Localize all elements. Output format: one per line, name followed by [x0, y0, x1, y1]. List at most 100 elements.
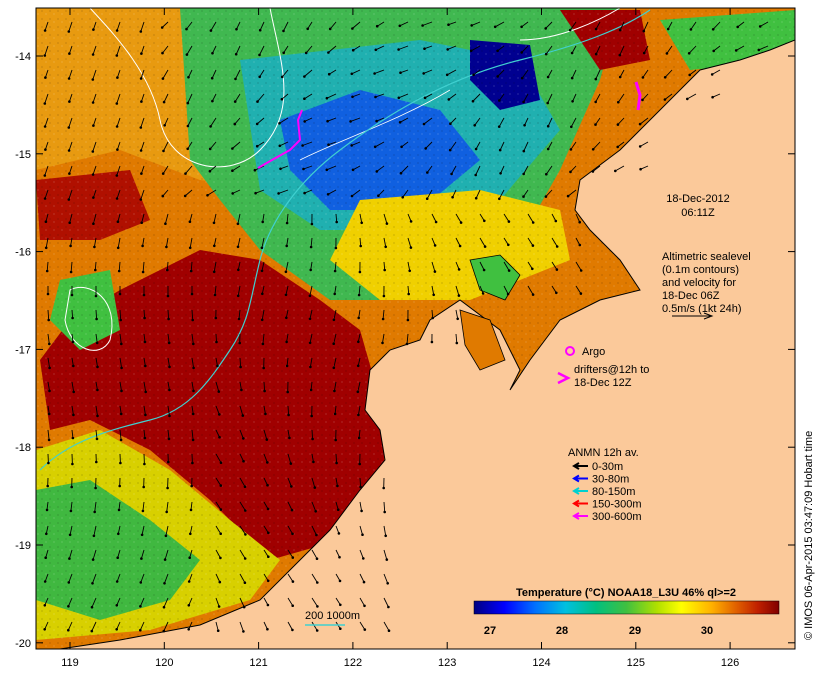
drifter-track-2 [634, 81, 642, 111]
velocity-arrow [263, 381, 266, 392]
velocity-arrow-head [90, 629, 94, 633]
velocity-arrow-head [256, 100, 259, 103]
velocity-arrow-head [450, 172, 453, 176]
velocity-arrow [497, 69, 505, 77]
velocity-arrow [592, 165, 601, 172]
lat-tick-label: -14 [15, 51, 31, 63]
velocity-arrow [479, 285, 484, 294]
velocity-arrow-head [67, 126, 71, 129]
velocity-arrow [475, 189, 481, 199]
velocity-arrow [285, 309, 289, 318]
velocity-arrow [351, 69, 361, 75]
velocity-arrow [259, 45, 265, 56]
velocity-arrow [712, 21, 721, 30]
velocity-arrow [358, 429, 361, 438]
velocity-arrow [143, 381, 147, 392]
velocity-arrow-head [555, 245, 559, 248]
velocity-arrow-head [141, 509, 145, 513]
velocity-arrow-head [546, 75, 550, 79]
velocity-arrow [92, 117, 97, 126]
velocity-arrow [213, 213, 217, 223]
velocity-arrow [431, 213, 437, 223]
velocity-arrow [210, 117, 217, 127]
velocity-arrow [167, 381, 170, 390]
velocity-arrow-head [315, 533, 318, 537]
velocity-arrow [167, 309, 170, 320]
velocity-arrow-head [69, 270, 73, 274]
drifter-icon [557, 371, 571, 385]
velocity-arrow-head [311, 437, 314, 441]
velocity-arrow-head [474, 196, 478, 200]
velocity-arrow-head [115, 604, 119, 607]
lon-tick-label: 126 [721, 657, 739, 669]
velocity-arrow-head [430, 340, 434, 344]
velocity-arrow-head [266, 483, 269, 487]
velocity-arrow-head [43, 102, 47, 105]
velocity-arrow-head [190, 484, 193, 488]
velocity-arrow [595, 93, 601, 103]
velocity-arrow-head [351, 27, 354, 30]
velocity-arrow-head [91, 101, 95, 104]
velocity-arrow [68, 165, 73, 174]
velocity-arrow [263, 429, 268, 440]
velocity-arrow [44, 21, 49, 31]
velocity-arrow [359, 237, 362, 247]
velocity-arrow-head [399, 71, 402, 74]
altimetry-line-4: 18-Dec 06Z [662, 290, 720, 302]
velocity-arrow-head [140, 172, 143, 175]
velocity-arrow [327, 189, 337, 195]
velocity-arrow [257, 93, 265, 102]
velocity-arrow [215, 549, 221, 559]
velocity-arrow-head [117, 508, 121, 512]
velocity-arrow-head [570, 125, 573, 129]
velocity-arrow [304, 93, 313, 100]
velocity-arrow-head [357, 316, 361, 320]
velocity-arrow-head [447, 23, 450, 27]
velocity-arrow [327, 117, 337, 122]
velocity-arrow-head [279, 167, 282, 171]
velocity-arrow [572, 93, 577, 102]
lat-tick-label: -20 [15, 638, 31, 650]
velocity-arrow-head [91, 78, 95, 81]
velocity-arrow-head [188, 246, 192, 250]
velocity-arrow [191, 333, 194, 344]
velocity-arrow [92, 189, 97, 198]
velocity-arrow-head [43, 54, 47, 57]
velocity-arrow [239, 429, 244, 439]
velocity-arrow [304, 189, 313, 194]
velocity-arrow-head [93, 245, 96, 249]
velocity-arrow-head [499, 172, 502, 175]
velocity-arrow [575, 213, 581, 223]
velocity-arrow-head [115, 197, 119, 200]
velocity-arrow [116, 189, 121, 199]
velocity-arrow [570, 165, 577, 173]
anmn-legend-label: 0-30m [592, 461, 623, 473]
velocity-arrow-head [142, 485, 145, 489]
velocity-arrow [211, 93, 217, 102]
velocity-arrow [569, 21, 577, 31]
velocity-arrow [235, 69, 241, 80]
velocity-arrow-head [384, 534, 388, 538]
velocity-arrow [167, 357, 170, 367]
velocity-arrow [642, 93, 649, 101]
velocity-arrow [47, 381, 50, 391]
velocity-arrow-head [334, 438, 338, 442]
velocity-arrow [545, 165, 553, 175]
velocity-arrow [92, 93, 97, 103]
velocity-arrow-head [310, 222, 314, 226]
velocity-arrow [309, 309, 313, 319]
velocity-arrow-head [381, 341, 384, 345]
velocity-arrow [68, 93, 73, 102]
velocity-arrow [595, 117, 601, 125]
velocity-arrow-head [191, 438, 195, 442]
velocity-arrow-head [546, 101, 549, 105]
velocity-arrow [239, 405, 244, 416]
velocity-arrow [475, 141, 481, 150]
velocity-arrow-head [44, 556, 47, 559]
velocity-arrow [310, 237, 313, 248]
velocity-arrow-head [161, 194, 165, 198]
velocity-arrow [140, 165, 145, 174]
velocity-arrow-head [304, 51, 308, 55]
velocity-arrow-head [237, 317, 241, 321]
velocity-arrow-head [266, 507, 270, 511]
